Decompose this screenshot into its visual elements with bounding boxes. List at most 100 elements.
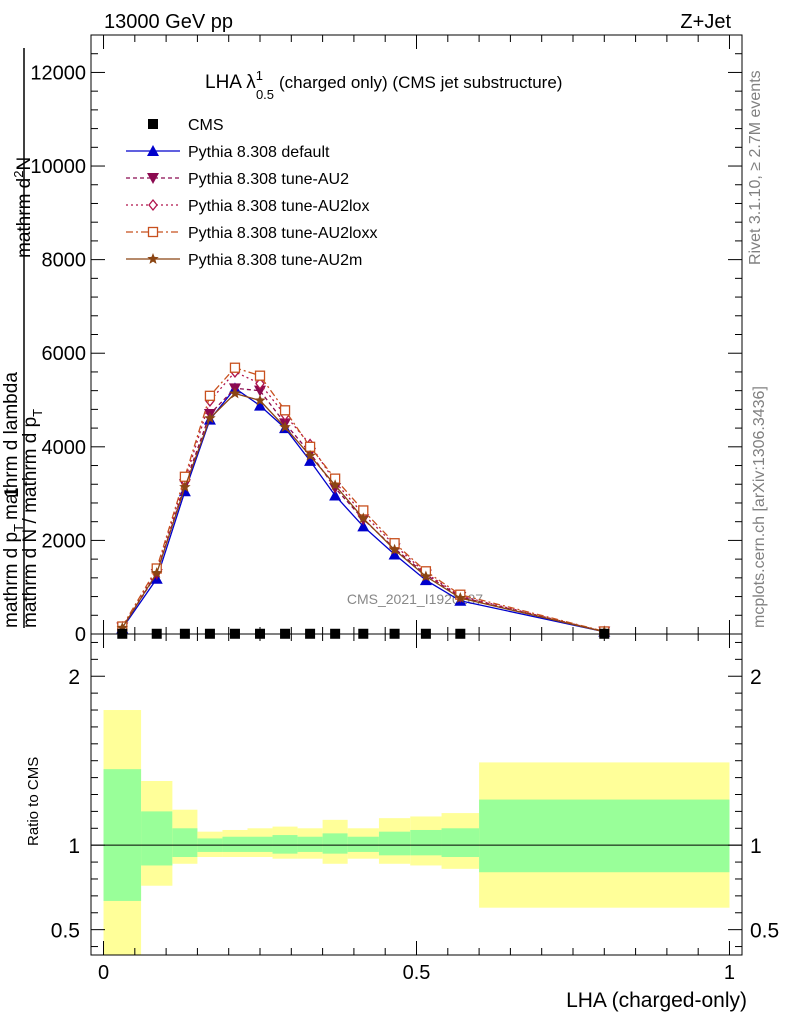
legend-marker xyxy=(147,173,159,184)
y-label-bottom-sub: T xyxy=(30,409,45,417)
ratio-y-tick-label-left: 0.5 xyxy=(51,920,80,943)
ratio-y-tick-label-left: 1 xyxy=(68,835,80,858)
series-line-pythia-8-308-tune-au2m xyxy=(121,392,605,633)
data-point-pythia-8-308-tune-au2m xyxy=(254,394,266,406)
legend-entry-pythia-8-308-tune-au2loxx: Pythia 8.308 tune-AU2loxx xyxy=(126,225,377,242)
analysis-watermark: CMS_2021_I1920187 xyxy=(347,591,483,607)
legend-entry-cms: CMS xyxy=(148,117,224,134)
ratio-inner-band xyxy=(272,835,298,854)
legend-label: Pythia 8.308 tune-AU2m xyxy=(188,252,362,269)
header-left: 13000 GeV pp xyxy=(104,11,233,33)
data-point-pythia-8-308-default xyxy=(304,454,317,466)
main-y-tick-label: 8000 xyxy=(42,250,87,272)
ratio-inner-band xyxy=(378,831,411,856)
ratio-inner-band xyxy=(479,799,730,873)
ratio-y-tick-label-right: 2 xyxy=(750,666,762,689)
ratio-inner-band xyxy=(441,828,480,858)
ratio-inner-band xyxy=(247,836,273,852)
y-label-bottom-main: mathrm d N / mathrm d p xyxy=(20,417,41,628)
ratio-inner-band xyxy=(410,829,442,856)
legend-marker xyxy=(147,145,159,156)
ratio-inner-band xyxy=(172,828,198,858)
y-label-top2-main: mathrm d p xyxy=(1,532,22,628)
data-point-pythia-8-308-tune-au2m xyxy=(329,479,341,491)
legend-label: CMS xyxy=(188,117,224,134)
main-plot-panel: 0 2000 4000 6000 8000 10000 12000 CMS_2021_I19… xyxy=(1,34,743,646)
header-right: Z+Jet xyxy=(680,11,731,33)
main-axis-ticks xyxy=(91,34,742,635)
mcplots-label: mcplots.cern.ch [arXiv:1306.3436] xyxy=(751,386,768,628)
y-label-bottom: mathrm d N / mathrm d pT xyxy=(20,409,45,628)
ratio-inner-band xyxy=(297,836,323,852)
data-point-pythia-8-308-tune-au2m xyxy=(279,421,291,433)
data-point-pythia-8-308-tune-au2loxx xyxy=(204,390,216,401)
plot-title-suffix: (charged only) (CMS jet substructure) xyxy=(279,73,562,92)
ratio-y-tick-labels: 0.5 0.5 1 1 2 2 xyxy=(51,666,779,942)
ratio-y-tick-label-right: 0.5 xyxy=(750,920,779,943)
ratio-axis-ticks xyxy=(91,634,742,955)
ratio-plot-panel: 0.5 0.5 1 1 2 2 0 0.5 1 Ratio to CMS xyxy=(25,633,779,984)
legend-marker xyxy=(147,226,159,238)
data-point-pythia-8-308-default xyxy=(329,489,342,501)
ratio-inner-band xyxy=(347,836,379,852)
main-y-tick-label: 4000 xyxy=(42,437,87,459)
data-point-pythia-8-308-default xyxy=(254,399,267,411)
plot-title-sup: 1 xyxy=(256,68,263,83)
y-label-one: 1 xyxy=(2,487,23,498)
main-y-tick-labels: 0 2000 4000 6000 8000 10000 12000 xyxy=(30,62,86,646)
ratio-y-label: Ratio to CMS xyxy=(25,757,42,846)
plot-title-sub: 0.5 xyxy=(256,87,274,102)
plot-title-prefix: LHA λ xyxy=(205,72,256,93)
legend-label: Pythia 8.308 tune-AU2lox xyxy=(188,198,369,215)
ratio-inner-band xyxy=(322,833,348,854)
x-tick-label: 1 xyxy=(724,962,735,984)
ratio-y-tick-label-left: 2 xyxy=(68,666,80,689)
series-line-pythia-8-308-tune-au2loxx xyxy=(121,366,605,633)
data-point-pythia-8-308-tune-au2m xyxy=(204,412,216,424)
data-point-pythia-8-308-tune-au2m xyxy=(388,543,401,555)
plot-title: LHA λ1 0.5 (charged only) (CMS jet substru… xyxy=(205,68,562,102)
ratio-inner-band xyxy=(103,769,142,901)
data-point-pythia-8-308-tune-au2m xyxy=(116,621,128,633)
legend-marker xyxy=(148,198,158,212)
rivet-version-label: Rivet 3.1.10, ≥ 2.7M events xyxy=(747,70,764,265)
y-label-top2-sub: T xyxy=(11,524,26,532)
data-point-pythia-8-308-tune-au2lox xyxy=(255,377,265,390)
main-y-tick-label: 0 xyxy=(75,624,86,646)
legend-marker xyxy=(148,119,158,129)
legend-entry-pythia-8-308-tune-au2: Pythia 8.308 tune-AU2 xyxy=(126,171,349,188)
data-point-pythia-8-308-tune-au2m xyxy=(420,570,432,582)
legend-entry-pythia-8-308-tune-au2m: Pythia 8.308 tune-AU2m xyxy=(126,252,362,269)
data-point-pythia-8-308-tune-au2m xyxy=(304,449,316,461)
y-label-top1-sup: 2 xyxy=(11,171,26,178)
legend-entry-pythia-8-308-default: Pythia 8.308 default xyxy=(126,144,330,161)
y-label-top2-tail: mathrm d lambda xyxy=(1,372,22,520)
data-point-pythia-8-308-tune-au2m xyxy=(454,591,467,603)
legend-label: Pythia 8.308 tune-AU2loxx xyxy=(188,225,377,242)
data-point-pythia-8-308-tune-au2m xyxy=(151,567,163,579)
series-line-pythia-8-308-tune-au2lox xyxy=(121,371,605,633)
series-pythia-8-308-tune-au2m xyxy=(116,387,610,637)
data-point-pythia-8-308-tune-au2loxx xyxy=(279,405,291,416)
main-y-tick-label: 12000 xyxy=(30,62,86,84)
x-tick-label: 0.5 xyxy=(403,962,431,984)
ratio-y-tick-label-right: 1 xyxy=(750,835,762,858)
x-axis-label: LHA (charged-only) xyxy=(566,989,747,1012)
main-y-tick-label: 10000 xyxy=(30,156,86,178)
legend-label: Pythia 8.308 tune-AU2 xyxy=(188,171,349,188)
main-y-label: mathrm d N / mathrm d pT 1 mathrm d pTma… xyxy=(1,48,45,628)
data-point-pythia-8-308-tune-au2loxx xyxy=(254,370,266,381)
data-point-pythia-8-308-tune-au2m xyxy=(229,387,241,399)
data-point-pythia-8-308-tune-au2loxx xyxy=(229,362,241,373)
ratio-inner-band xyxy=(141,811,173,866)
ratio-bands xyxy=(103,710,730,955)
data-point-pythia-8-308-default xyxy=(357,520,370,532)
y-label-top2: mathrm d pTmathrm d lambda xyxy=(1,372,26,628)
x-tick-labels: 0 0.5 1 xyxy=(98,962,735,984)
legend: CMS Pythia 8.308 default Pythia 8.308 tune… xyxy=(126,117,377,269)
data-point-pythia-8-308-tune-au2m xyxy=(179,481,191,492)
main-y-tick-label: 6000 xyxy=(42,343,87,365)
legend-entry-pythia-8-308-tune-au2lox: Pythia 8.308 tune-AU2lox xyxy=(126,198,369,215)
ratio-inner-band xyxy=(222,836,248,852)
